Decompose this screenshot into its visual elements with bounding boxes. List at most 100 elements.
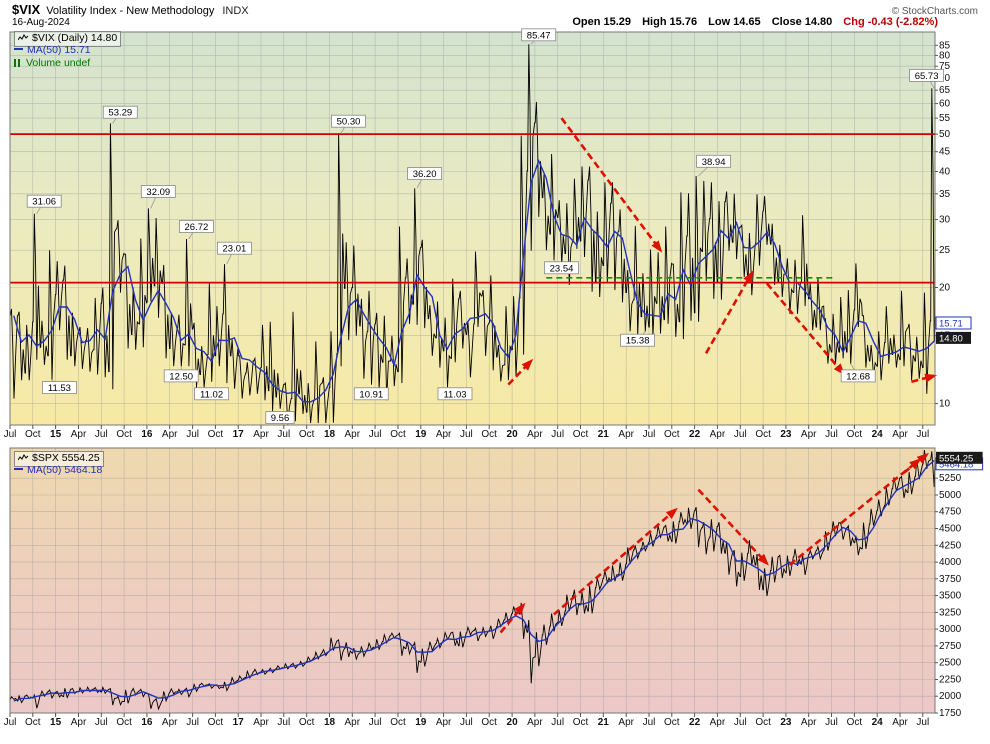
x-axis-label: 21 xyxy=(598,429,610,440)
y-axis-label: 3500 xyxy=(939,591,962,602)
x-axis-label: 18 xyxy=(324,717,336,728)
y-axis-label: 35 xyxy=(939,189,951,200)
x-axis-label: 18 xyxy=(324,429,336,440)
spx-legend: $SPX 5554.25 MA(50) 5464.18 xyxy=(14,451,104,477)
x-axis-label: Oct xyxy=(390,717,406,728)
price-annotation: 12.50 xyxy=(169,371,193,382)
ma-value-box xyxy=(935,316,972,330)
price-annotation: 9.56 xyxy=(271,413,290,424)
high-value: 15.76 xyxy=(669,16,698,28)
x-axis-label: 16 xyxy=(141,429,153,440)
x-axis-label: Oct xyxy=(847,717,863,728)
last-value-box xyxy=(936,331,971,344)
y-axis-label: 85 xyxy=(939,40,951,51)
y-axis-label: 60 xyxy=(939,99,951,110)
price-annotation-box xyxy=(102,105,138,119)
last-value: 5554.25 xyxy=(939,453,973,464)
x-axis-label: Jul xyxy=(916,717,929,728)
y-axis-label: 45 xyxy=(939,147,951,158)
price-annotation-box xyxy=(620,333,655,347)
plot-background xyxy=(10,448,935,713)
last-value-box xyxy=(936,451,983,464)
price-annotation-box xyxy=(331,114,366,128)
plot-border xyxy=(9,31,936,426)
price-annotation-box xyxy=(163,369,199,383)
symbol-title: $VIX xyxy=(12,2,41,17)
spx-ma-label: MA(50) 5464.18 xyxy=(27,464,103,476)
y-axis-label: 3750 xyxy=(939,574,962,585)
price-annotation-box xyxy=(521,28,557,42)
x-axis-label: Oct xyxy=(299,717,315,728)
x-axis-label: 23 xyxy=(780,429,792,440)
price-annotation-box xyxy=(140,185,176,198)
x-axis-label: Apr xyxy=(253,429,269,440)
price-line xyxy=(9,44,936,425)
trend-arrow xyxy=(499,602,526,634)
x-axis-label: Jul xyxy=(369,429,382,440)
x-axis-label: Oct xyxy=(25,717,41,728)
x-axis-label: 15 xyxy=(50,717,62,728)
price-annotation-box xyxy=(696,154,731,168)
price-annotation: 31.06 xyxy=(32,197,56,208)
x-axis-label: Apr xyxy=(710,717,726,728)
x-axis-label: 24 xyxy=(872,717,884,728)
price-annotation: 26.72 xyxy=(185,222,209,233)
x-axis-label: Apr xyxy=(710,429,726,440)
trend-arrow xyxy=(697,488,769,566)
ma-value: 5464.18 xyxy=(939,459,973,470)
trend-arrow xyxy=(902,452,929,474)
y-axis-label: 4750 xyxy=(939,507,962,518)
x-axis-label: Oct xyxy=(573,429,589,440)
x-axis-label: Apr xyxy=(436,429,452,440)
open-value: 15.29 xyxy=(603,16,632,28)
spx-legend-label: $SPX 5554.25 xyxy=(32,452,100,464)
x-axis-label: Oct xyxy=(208,429,224,440)
x-axis-label: Apr xyxy=(892,429,908,440)
x-axis-label: Jul xyxy=(186,717,199,728)
price-annotation: 11.02 xyxy=(200,389,223,400)
y-axis-label: 30 xyxy=(939,215,951,226)
price-annotation-box xyxy=(544,261,579,275)
x-axis-label: Apr xyxy=(162,429,178,440)
y-axis-label: 4000 xyxy=(939,557,962,568)
x-axis-label: 17 xyxy=(233,429,245,440)
y-axis-label: 2750 xyxy=(939,641,962,652)
vix-legend-label: $VIX (Daily) 14.80 xyxy=(32,32,118,44)
price-annotation: 11.53 xyxy=(48,383,71,394)
x-axis-label: Jul xyxy=(460,429,473,440)
vix-ma-label: MA(50) 15.71 xyxy=(27,44,91,56)
x-axis-label: Jul xyxy=(277,717,290,728)
x-axis-label: Apr xyxy=(436,717,452,728)
x-axis-label: Jul xyxy=(95,429,108,440)
ma-line xyxy=(13,158,935,403)
price-annotation: 38.94 xyxy=(702,157,726,168)
price-annotation-box xyxy=(353,387,389,401)
trend-arrow xyxy=(704,270,754,354)
x-axis-label: Apr xyxy=(527,717,543,728)
price-annotation: 53.29 xyxy=(108,108,132,119)
price-annotation: 32.09 xyxy=(146,187,170,198)
y-axis-label: 4250 xyxy=(939,540,962,551)
x-axis-label: Oct xyxy=(116,429,132,440)
y-axis-label: 5250 xyxy=(939,473,962,484)
x-axis-label: Jul xyxy=(551,717,564,728)
copyright: © StockCharts.com xyxy=(891,6,978,17)
x-axis-label: Oct xyxy=(573,717,589,728)
x-axis-label: Apr xyxy=(892,717,908,728)
low-label: Low xyxy=(708,16,731,28)
x-axis-label: Oct xyxy=(481,717,497,728)
x-axis-label: Jul xyxy=(643,429,656,440)
trend-arrow xyxy=(560,117,663,253)
x-axis-label: 16 xyxy=(141,717,153,728)
title-row: $VIX Volatility Index - New Methodology … xyxy=(12,2,978,17)
price-annotation-box xyxy=(840,369,876,383)
price-annotation: 36.20 xyxy=(413,169,437,180)
price-series-icon xyxy=(17,453,29,466)
open-label: Open xyxy=(572,16,601,28)
price-series-icon xyxy=(17,33,29,46)
y-axis-label: 2000 xyxy=(939,691,962,702)
trend-arrow xyxy=(788,458,922,566)
gridlines xyxy=(9,448,935,714)
quote-row: 16-Aug-2024 Open 15.29 High 15.76 Low 14.65… xyxy=(12,16,978,28)
